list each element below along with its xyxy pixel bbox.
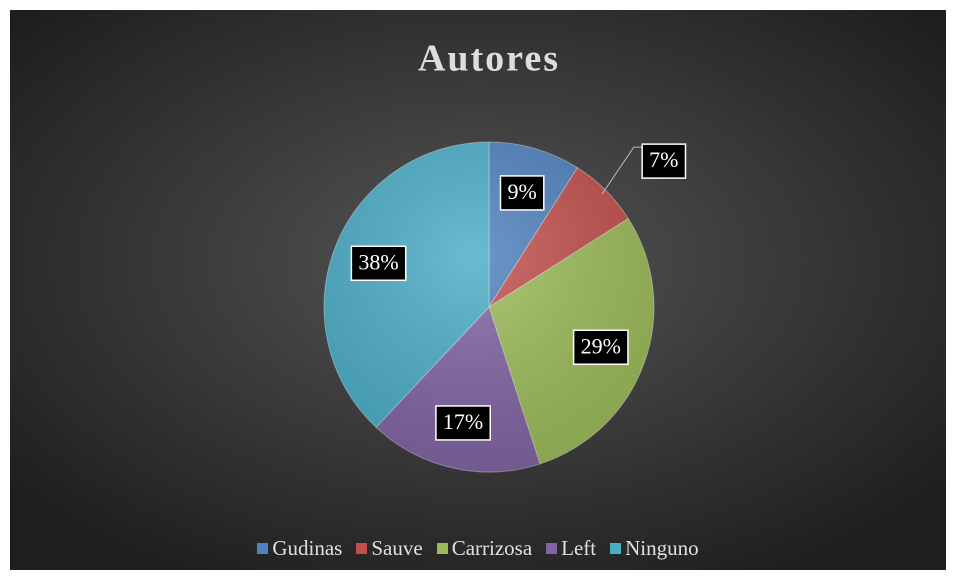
- legend-label: Gudinas: [272, 536, 343, 560]
- data-label: 7%: [649, 147, 678, 172]
- legend-swatch: [356, 543, 368, 554]
- legend: Gudinas Sauve Carrizosa Left Ninguno: [10, 536, 946, 561]
- legend-swatch: [257, 543, 269, 554]
- legend-label: Ninguno: [625, 536, 699, 560]
- data-label: 9%: [507, 179, 536, 204]
- legend-swatch: [546, 543, 558, 554]
- legend-label: Carrizosa: [451, 536, 533, 560]
- legend-item: Sauve: [356, 536, 423, 561]
- legend-item: Left: [546, 536, 596, 561]
- legend-item: Ninguno: [610, 536, 699, 561]
- data-label: 17%: [443, 409, 483, 434]
- data-label-box: [350, 245, 407, 282]
- legend-item: Gudinas: [257, 536, 342, 561]
- data-label-box: [499, 175, 545, 211]
- data-label-box: [435, 405, 491, 441]
- data-label: 29%: [581, 333, 621, 358]
- legend-label: Left: [561, 536, 597, 560]
- legend-item: Carrizosa: [436, 536, 533, 561]
- data-label-box: [572, 329, 629, 365]
- leader-line: [601, 146, 642, 195]
- legend-swatch: [436, 543, 448, 554]
- legend-label: Sauve: [371, 536, 423, 560]
- data-labels: 9% 7% 29% 17% 38%: [350, 143, 687, 441]
- data-label: 38%: [358, 249, 398, 274]
- legend-swatch: [610, 543, 622, 554]
- data-label-box: [641, 143, 687, 179]
- chart-title: Autores: [418, 38, 560, 80]
